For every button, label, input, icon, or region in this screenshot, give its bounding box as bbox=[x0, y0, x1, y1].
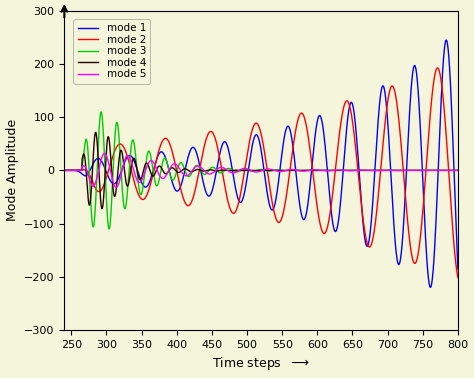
Legend: mode 1, mode 2, mode 3, mode 4, mode 5: mode 1, mode 2, mode 3, mode 4, mode 5 bbox=[73, 19, 150, 84]
mode 1 bbox=[443, 38, 449, 42]
mode 3 bbox=[98, 110, 104, 114]
mode 3 bbox=[318, 168, 323, 173]
mode 4 bbox=[356, 168, 361, 173]
mode 5 bbox=[356, 168, 361, 172]
mode 5 bbox=[318, 168, 323, 172]
Line: mode 1: mode 1 bbox=[64, 40, 458, 287]
mode 5 bbox=[212, 169, 218, 174]
mode 4 bbox=[133, 162, 139, 166]
mode 1 bbox=[455, 266, 461, 271]
mode 5 bbox=[298, 169, 303, 173]
mode 1 bbox=[212, 178, 218, 182]
mode 1 bbox=[62, 168, 67, 173]
mode 2 bbox=[455, 275, 461, 280]
mode 1 bbox=[298, 206, 303, 211]
mode 3 bbox=[385, 168, 391, 173]
mode 2 bbox=[385, 98, 391, 102]
mode 4 bbox=[298, 168, 303, 173]
mode 2 bbox=[212, 135, 218, 139]
Line: mode 2: mode 2 bbox=[64, 68, 458, 277]
mode 3 bbox=[106, 227, 112, 231]
Line: mode 3: mode 3 bbox=[64, 112, 458, 229]
mode 5 bbox=[385, 168, 391, 172]
mode 2 bbox=[318, 222, 323, 227]
mode 4 bbox=[212, 168, 218, 173]
mode 3 bbox=[62, 168, 67, 173]
mode 3 bbox=[212, 166, 218, 170]
mode 2 bbox=[435, 66, 440, 70]
mode 4 bbox=[318, 168, 323, 173]
Y-axis label: Mode Amplitude: Mode Amplitude bbox=[6, 119, 18, 222]
mode 5 bbox=[455, 168, 461, 173]
mode 1 bbox=[355, 153, 361, 158]
Line: mode 4: mode 4 bbox=[64, 132, 458, 209]
mode 4 bbox=[62, 168, 67, 173]
mode 4 bbox=[385, 168, 391, 173]
mode 3 bbox=[356, 168, 361, 173]
mode 1 bbox=[133, 163, 139, 168]
mode 2 bbox=[62, 168, 67, 173]
mode 4 bbox=[93, 130, 99, 135]
mode 2 bbox=[298, 112, 303, 116]
mode 1 bbox=[428, 285, 433, 290]
mode 5 bbox=[62, 168, 67, 173]
mode 5 bbox=[101, 151, 107, 156]
mode 4 bbox=[455, 168, 461, 173]
mode 1 bbox=[318, 114, 323, 118]
mode 2 bbox=[133, 185, 139, 189]
mode 3 bbox=[133, 157, 139, 161]
X-axis label: Time steps  $\longrightarrow$: Time steps $\longrightarrow$ bbox=[212, 355, 310, 372]
mode 5 bbox=[113, 185, 119, 190]
mode 2 bbox=[355, 169, 361, 173]
mode 5 bbox=[133, 175, 139, 180]
mode 1 bbox=[385, 122, 391, 127]
Line: mode 5: mode 5 bbox=[64, 153, 458, 187]
mode 3 bbox=[455, 168, 461, 173]
mode 3 bbox=[298, 168, 303, 173]
mode 4 bbox=[99, 206, 105, 211]
